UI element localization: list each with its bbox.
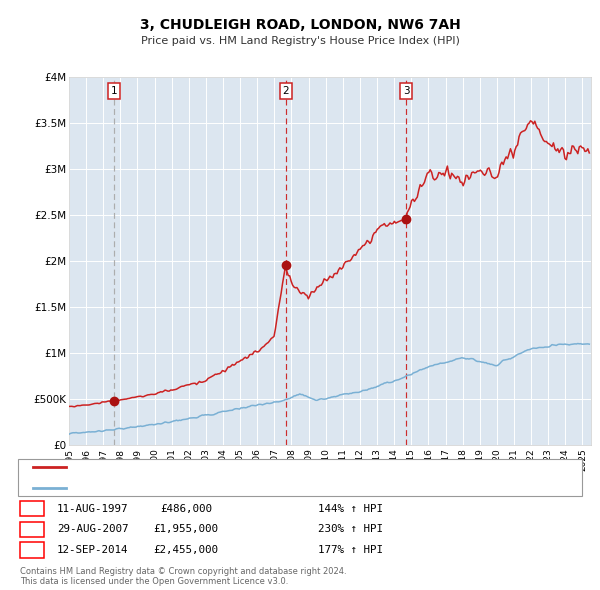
Text: 1: 1: [110, 86, 117, 96]
Text: 3: 3: [403, 86, 409, 96]
Text: This data is licensed under the Open Government Licence v3.0.: This data is licensed under the Open Gov…: [20, 576, 288, 586]
Text: HPI: Average price, detached house, Brent: HPI: Average price, detached house, Bren…: [71, 483, 278, 493]
Text: £1,955,000: £1,955,000: [154, 525, 218, 534]
Text: 3: 3: [28, 545, 35, 555]
Text: Contains HM Land Registry data © Crown copyright and database right 2024.: Contains HM Land Registry data © Crown c…: [20, 566, 346, 576]
Text: 1: 1: [28, 504, 35, 513]
Text: 3, CHUDLEIGH ROAD, LONDON, NW6 7AH: 3, CHUDLEIGH ROAD, LONDON, NW6 7AH: [140, 18, 460, 32]
Text: 144% ↑ HPI: 144% ↑ HPI: [318, 504, 383, 513]
Text: 12-SEP-2014: 12-SEP-2014: [57, 545, 128, 555]
Text: 2: 2: [28, 525, 35, 534]
Text: 29-AUG-2007: 29-AUG-2007: [57, 525, 128, 534]
Text: £486,000: £486,000: [160, 504, 212, 513]
Text: £2,455,000: £2,455,000: [154, 545, 218, 555]
Text: 177% ↑ HPI: 177% ↑ HPI: [318, 545, 383, 555]
Text: 3, CHUDLEIGH ROAD, LONDON, NW6 7AH (detached house): 3, CHUDLEIGH ROAD, LONDON, NW6 7AH (deta…: [71, 463, 364, 472]
Text: 11-AUG-1997: 11-AUG-1997: [57, 504, 128, 513]
Text: 2: 2: [283, 86, 289, 96]
Text: 230% ↑ HPI: 230% ↑ HPI: [318, 525, 383, 534]
Text: Price paid vs. HM Land Registry's House Price Index (HPI): Price paid vs. HM Land Registry's House …: [140, 37, 460, 46]
